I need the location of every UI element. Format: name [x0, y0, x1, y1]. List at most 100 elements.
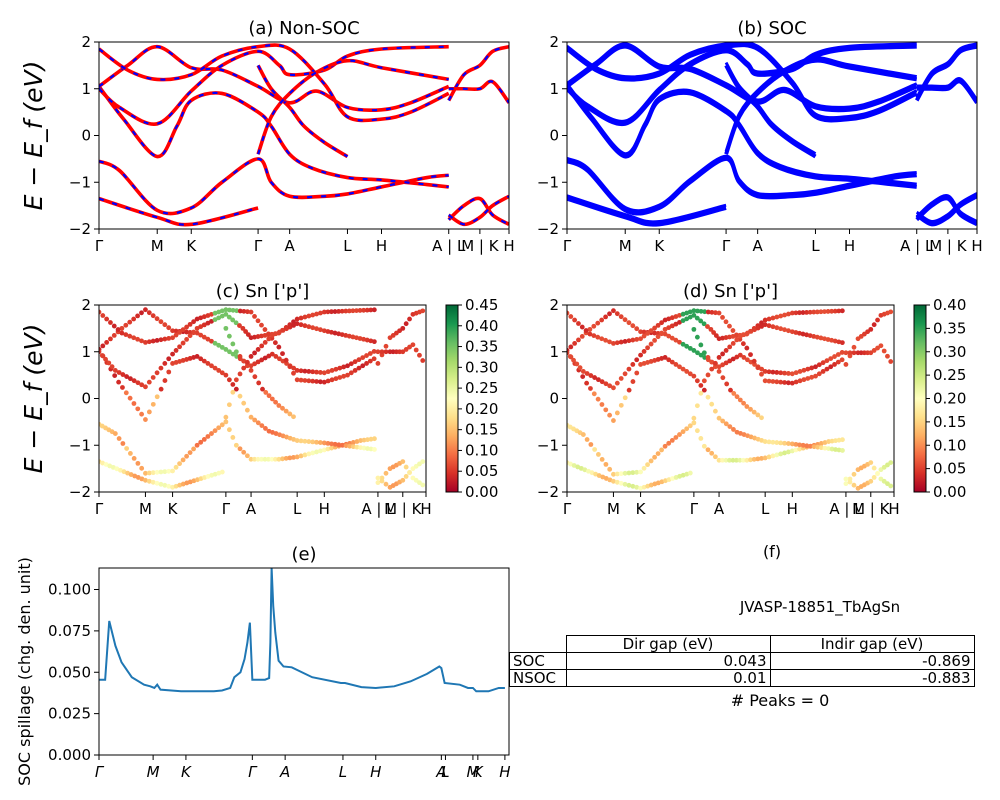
band-line-soc-split [724, 61, 817, 156]
projection-point [713, 310, 718, 316]
projection-point [875, 345, 880, 351]
projection-point [618, 339, 624, 345]
projection-point [793, 330, 799, 335]
colorbar-tick-label: 0.30 [465, 358, 498, 376]
projection-point [724, 381, 730, 387]
projection-point [680, 366, 686, 372]
projection-point [252, 350, 257, 356]
projection-point [154, 337, 160, 343]
projection-point [611, 418, 616, 423]
projection-point [786, 441, 791, 446]
projection-point [329, 368, 335, 373]
projection-point [112, 368, 118, 373]
projection-point [266, 336, 272, 342]
projection-point [237, 371, 243, 377]
projection-point [818, 445, 824, 451]
projection-point [705, 309, 711, 315]
y-tick-label: −2 [69, 483, 91, 501]
projection-point [655, 334, 661, 340]
projection-point [885, 353, 890, 359]
projection-point [587, 331, 593, 337]
colorbar-tick-label: 0.15 [465, 421, 498, 439]
projection-point [731, 427, 736, 432]
projection-point [782, 370, 787, 376]
projection-point [209, 338, 214, 344]
projection-point [212, 340, 218, 346]
projection-point [350, 308, 356, 314]
projection-point [695, 350, 700, 356]
projection-point [216, 368, 222, 373]
projection-point [730, 328, 736, 333]
projection-point [607, 466, 613, 472]
projection-point [131, 378, 137, 384]
projection-point [343, 308, 349, 314]
projection-point [734, 457, 739, 463]
projection-point [256, 380, 262, 386]
projection-point [748, 457, 753, 463]
projection-point [252, 374, 258, 380]
projection-point [762, 322, 768, 328]
projection-point [298, 368, 304, 374]
projection-point [123, 332, 129, 338]
projection-point [701, 378, 707, 384]
projection-point [811, 309, 817, 315]
projection-point [420, 459, 426, 465]
projection-point [333, 376, 339, 382]
projection-point [337, 365, 343, 371]
projection-point [162, 361, 168, 366]
projection-point [259, 357, 265, 363]
projection-point [350, 334, 356, 340]
projection-point [770, 379, 776, 384]
projection-point [150, 313, 156, 319]
projection-point [630, 379, 636, 384]
projection-point [99, 349, 102, 355]
projection-point [638, 352, 643, 358]
projection-point [626, 387, 632, 393]
projection-point [839, 357, 845, 363]
projection-point [166, 369, 172, 375]
projection-point [881, 348, 887, 354]
projection-point [713, 333, 719, 339]
projection-point [716, 457, 722, 463]
projection-point [814, 334, 820, 340]
projection-point [166, 468, 172, 474]
projection-point [177, 344, 182, 350]
projection-point [226, 377, 232, 383]
projection-point [194, 442, 200, 448]
projection-point [325, 329, 331, 334]
projection-point [770, 453, 776, 459]
projection-point [364, 337, 370, 343]
projection-point [751, 456, 757, 462]
projection-point [127, 395, 133, 401]
projection-point [630, 483, 636, 489]
projection-point [252, 417, 258, 423]
band-lines [99, 43, 509, 227]
projection-point [266, 393, 272, 399]
projection-point [368, 307, 374, 313]
projection-point [748, 352, 753, 358]
projection-point [774, 370, 780, 375]
projection-point [187, 333, 193, 339]
projection-point [687, 314, 693, 320]
projection-point [786, 371, 791, 376]
projection-point [567, 310, 570, 316]
projection-point [383, 349, 389, 355]
projection-point [818, 441, 824, 446]
projection-point [383, 343, 389, 349]
projection-point [691, 326, 697, 332]
projection-point [774, 314, 780, 320]
projection-point [705, 394, 711, 400]
projection-point [687, 470, 693, 476]
projection-point [173, 332, 179, 338]
y-tick-label: 1 [549, 80, 559, 98]
projection-point [350, 440, 356, 445]
projection-point [659, 320, 664, 326]
projection-point [709, 366, 715, 372]
y-tick-label: 0 [549, 127, 559, 145]
projection-point [766, 369, 772, 375]
projection-point [751, 409, 757, 415]
projection-point [745, 357, 750, 363]
projection-point [762, 378, 768, 384]
projection-point [325, 446, 331, 452]
projection-point [888, 359, 894, 364]
